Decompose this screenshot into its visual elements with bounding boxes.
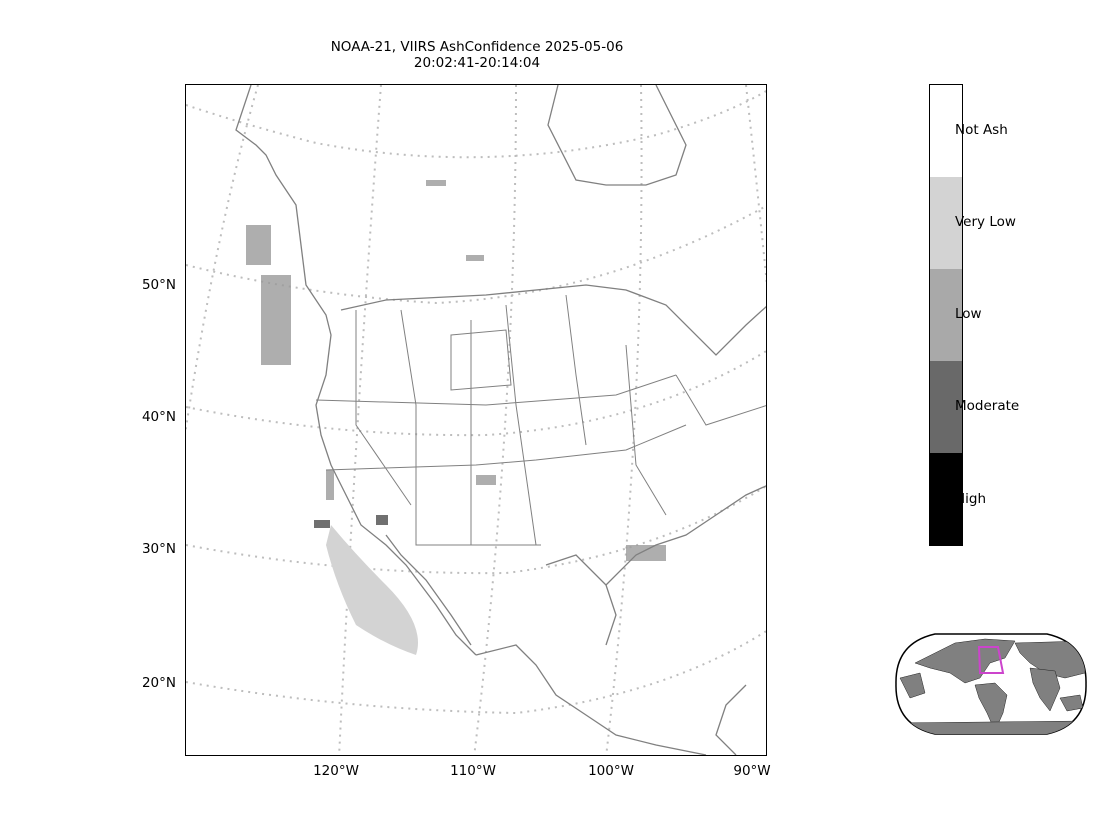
longitude-gridlines bbox=[186, 85, 766, 755]
lat-label-30n: 30°N bbox=[141, 541, 176, 557]
coastlines bbox=[235, 85, 766, 755]
ash-speckles bbox=[246, 180, 666, 561]
colorbar-label-very-low: Very Low bbox=[955, 214, 1016, 230]
colorbar-high bbox=[930, 453, 962, 545]
title-line-2: 20:02:41-20:14:04 bbox=[413, 55, 541, 71]
lat-label-50n: 50°N bbox=[141, 277, 176, 293]
colorbar-moderate bbox=[930, 361, 962, 453]
lon-label-100w: 100°W bbox=[588, 763, 634, 779]
colorbar-label-low: Low bbox=[955, 306, 982, 322]
map-title: NOAA-21, VIIRS AshConfidence 2025-05-06 … bbox=[186, 39, 768, 71]
main-map bbox=[185, 84, 767, 756]
very-low-ash-patch bbox=[326, 525, 418, 655]
colorbar-low bbox=[930, 269, 962, 361]
lon-label-110w: 110°W bbox=[450, 763, 496, 779]
colorbar-label-moderate: Moderate bbox=[955, 398, 1020, 414]
lat-label-40n: 40°N bbox=[141, 409, 176, 425]
colorbar-label-high: High bbox=[955, 491, 987, 507]
colorbar-very-low bbox=[930, 177, 962, 269]
lon-label-90w: 90°W bbox=[733, 763, 771, 779]
colorbar-label-not-ash: Not Ash bbox=[955, 122, 1008, 138]
inset-land bbox=[895, 638, 1087, 734]
lon-label-120w: 120°W bbox=[313, 763, 359, 779]
title-line-1: NOAA-21, VIIRS AshConfidence 2025-05-06 bbox=[330, 39, 624, 55]
state-borders bbox=[315, 294, 766, 546]
moderate-ash-patches bbox=[314, 515, 388, 528]
inset-globe-map bbox=[895, 633, 1087, 735]
inset-extent-box bbox=[977, 646, 1005, 674]
lat-label-20n: 20°N bbox=[141, 675, 176, 691]
colorbar bbox=[929, 84, 963, 546]
latitude-gridlines bbox=[186, 89, 766, 715]
map-canvas bbox=[186, 85, 766, 755]
colorbar-not-ash bbox=[930, 85, 962, 177]
